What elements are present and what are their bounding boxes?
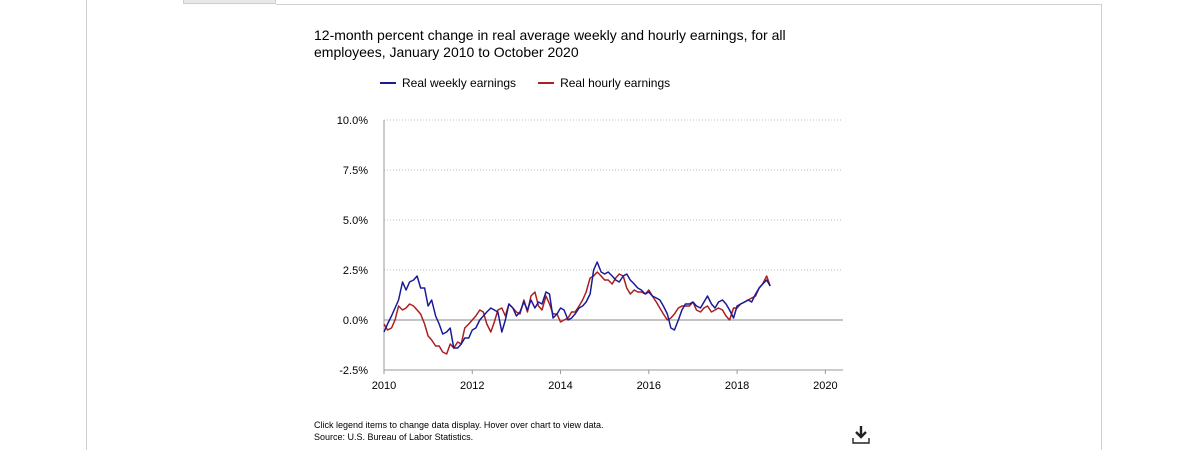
y-tick-label: 7.5% [343,165,368,177]
x-tick-label: 2010 [372,380,396,392]
y-tick-label: 2.5% [343,265,368,277]
legend-swatch-hourly [538,82,555,84]
frame-top-border [276,4,1102,5]
legend-item-weekly[interactable]: Real weekly earnings [380,76,516,90]
x-tick-label: 2016 [637,380,661,392]
legend-label-weekly: Real weekly earnings [402,76,517,90]
download-icon[interactable] [850,424,872,446]
x-tick-label: 2012 [460,380,484,392]
chart-footer: Click legend items to change data displa… [314,419,603,443]
chart-source: Source: U.S. Bureau of Labor Statistics. [314,432,474,442]
x-tick-label: 2014 [548,380,572,392]
chart-title: 12-month percent change in real average … [314,27,786,60]
legend-label-hourly: Real hourly earnings [560,76,671,90]
frame-right-border [1101,4,1102,450]
tab-stub[interactable] [183,0,276,4]
y-tick-label: 10.0% [337,115,368,127]
frame-left-border [86,0,87,450]
y-tick-label: -2.5% [339,365,368,377]
chart-note: Click legend items to change data displa… [314,420,604,430]
chart-legend: Real weekly earnings Real hourly earning… [380,76,670,90]
series-line-hourly [383,271,771,355]
series-line-weekly [383,261,771,349]
legend-swatch-weekly [380,82,396,84]
x-tick-label: 2018 [725,380,749,392]
legend-item-hourly[interactable]: Real hourly earnings [538,76,670,90]
y-tick-label: 0.0% [343,315,368,327]
y-tick-label: 5.0% [343,215,368,227]
x-tick-label: 2020 [813,380,837,392]
